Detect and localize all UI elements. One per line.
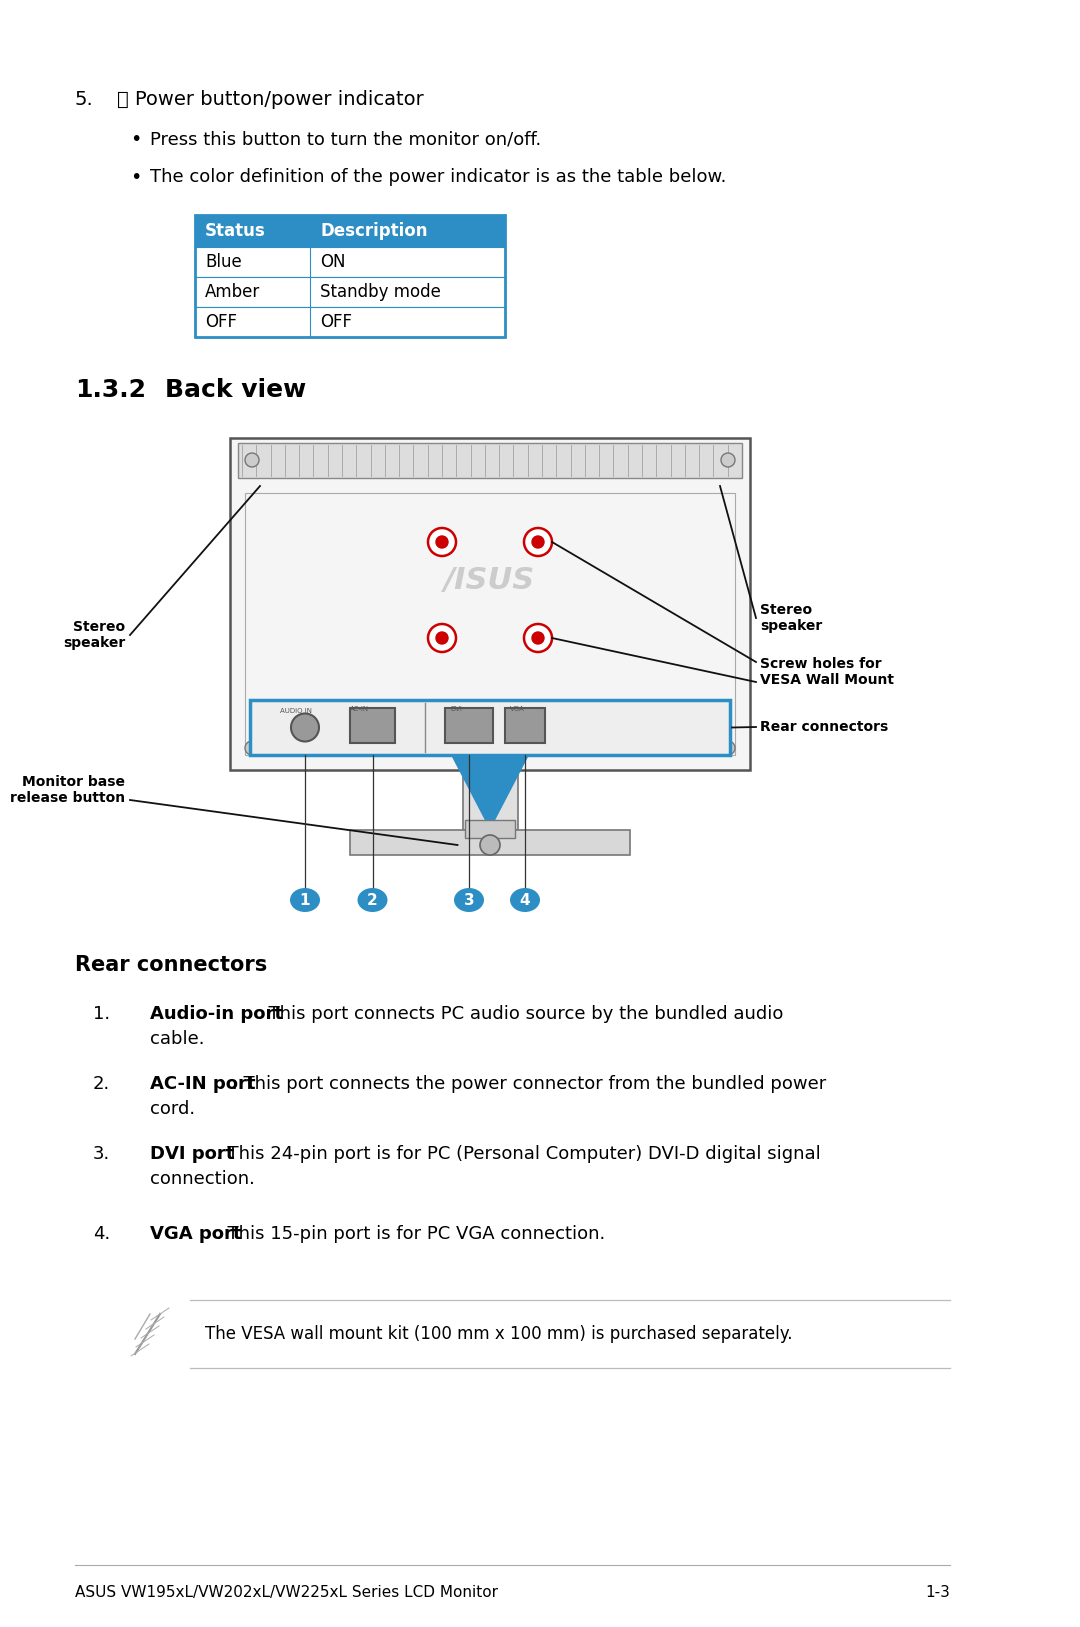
FancyBboxPatch shape (195, 247, 505, 277)
Text: 2.: 2. (93, 1075, 110, 1093)
FancyBboxPatch shape (195, 277, 505, 308)
FancyBboxPatch shape (230, 438, 750, 770)
Polygon shape (453, 757, 528, 830)
Text: Audio-in port: Audio-in port (150, 1005, 283, 1023)
Text: 1-3: 1-3 (926, 1585, 950, 1599)
Circle shape (524, 529, 552, 556)
Text: Description: Description (320, 221, 428, 241)
Text: ASUS VW195xL/VW202xL/VW225xL Series LCD Monitor: ASUS VW195xL/VW202xL/VW225xL Series LCD … (75, 1585, 498, 1599)
Text: Status: Status (205, 221, 266, 241)
Text: /ISUS: /ISUS (444, 566, 536, 594)
FancyBboxPatch shape (350, 708, 395, 744)
Ellipse shape (291, 888, 320, 913)
Text: Rear connectors: Rear connectors (760, 721, 888, 734)
Text: Monitor base
release button: Monitor base release button (10, 774, 125, 805)
Ellipse shape (357, 888, 388, 913)
Circle shape (436, 631, 448, 644)
Text: DVI port: DVI port (150, 1145, 234, 1163)
Text: AUDIO IN: AUDIO IN (280, 708, 312, 714)
Text: ON: ON (320, 254, 346, 272)
Text: Standby mode: Standby mode (320, 283, 441, 301)
Text: cord.: cord. (150, 1100, 195, 1118)
Text: 1.: 1. (93, 1005, 110, 1023)
Text: The color definition of the power indicator is as the table below.: The color definition of the power indica… (150, 168, 727, 185)
FancyBboxPatch shape (465, 820, 515, 838)
Text: 1.3.2: 1.3.2 (75, 377, 146, 402)
Circle shape (480, 835, 500, 856)
Text: Amber: Amber (205, 283, 260, 301)
Text: 3: 3 (463, 893, 474, 908)
Circle shape (721, 452, 735, 467)
Ellipse shape (454, 888, 484, 913)
Text: . This port connects the power connector from the bundled power: . This port connects the power connector… (232, 1075, 826, 1093)
Circle shape (721, 740, 735, 755)
FancyBboxPatch shape (195, 308, 505, 337)
Text: AC-IN: AC-IN (350, 706, 369, 713)
FancyBboxPatch shape (445, 708, 492, 744)
Circle shape (245, 452, 259, 467)
Circle shape (428, 625, 456, 652)
Text: VGA: VGA (510, 706, 525, 713)
Circle shape (524, 625, 552, 652)
Text: OFF: OFF (320, 312, 352, 330)
Text: AC-IN port: AC-IN port (150, 1075, 256, 1093)
Circle shape (428, 529, 456, 556)
Text: . This 24-pin port is for PC (Personal Computer) DVI-D digital signal: . This 24-pin port is for PC (Personal C… (216, 1145, 821, 1163)
FancyBboxPatch shape (238, 443, 742, 478)
Circle shape (532, 535, 544, 548)
Text: Press this button to turn the monitor on/off.: Press this button to turn the monitor on… (150, 130, 541, 148)
Text: Stereo
speaker: Stereo speaker (63, 620, 125, 651)
Text: Blue: Blue (205, 254, 242, 272)
Text: 3.: 3. (93, 1145, 110, 1163)
FancyBboxPatch shape (249, 700, 730, 755)
Circle shape (245, 740, 259, 755)
Text: Screw holes for
VESA Wall Mount: Screw holes for VESA Wall Mount (760, 657, 894, 687)
FancyBboxPatch shape (195, 215, 505, 247)
Text: 5.: 5. (75, 89, 94, 109)
Text: connection.: connection. (150, 1170, 255, 1188)
Text: Stereo
speaker: Stereo speaker (760, 604, 822, 633)
Text: OFF: OFF (205, 312, 237, 330)
Text: •: • (130, 168, 141, 187)
Text: ⏻ Power button/power indicator: ⏻ Power button/power indicator (117, 89, 423, 109)
Text: 1: 1 (300, 893, 310, 908)
Text: Rear connectors: Rear connectors (75, 955, 267, 975)
Text: 4: 4 (519, 893, 530, 908)
FancyBboxPatch shape (505, 708, 545, 744)
Ellipse shape (510, 888, 540, 913)
Text: VGA port: VGA port (150, 1225, 242, 1243)
Text: 2: 2 (367, 893, 378, 908)
Text: •: • (130, 130, 141, 150)
Text: . This 15-pin port is for PC VGA connection.: . This 15-pin port is for PC VGA connect… (216, 1225, 605, 1243)
Text: The VESA wall mount kit (100 mm x 100 mm) is purchased separately.: The VESA wall mount kit (100 mm x 100 mm… (205, 1324, 793, 1342)
Circle shape (532, 631, 544, 644)
FancyBboxPatch shape (350, 830, 630, 856)
Circle shape (436, 535, 448, 548)
FancyBboxPatch shape (462, 770, 517, 830)
Text: . This port connects PC audio source by the bundled audio: . This port connects PC audio source by … (257, 1005, 783, 1023)
Text: cable.: cable. (150, 1030, 204, 1048)
Text: DVI: DVI (450, 706, 462, 713)
Text: 4.: 4. (93, 1225, 110, 1243)
Circle shape (291, 714, 319, 742)
Text: Back view: Back view (165, 377, 307, 402)
